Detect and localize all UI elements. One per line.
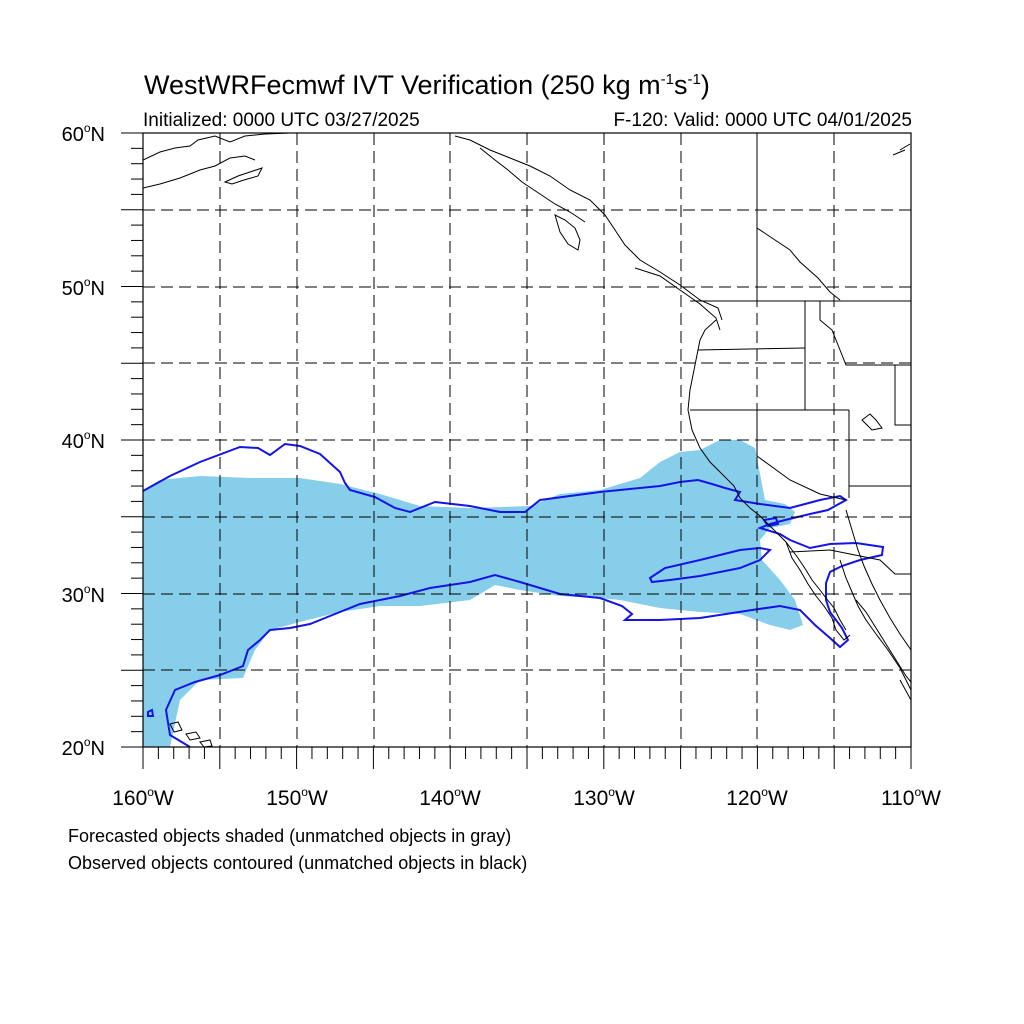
legend-observed: Observed objects contoured (unmatched ob… <box>68 853 528 873</box>
lon-label-160w: 160oW <box>112 785 174 810</box>
title-exp1: -1 <box>660 71 674 88</box>
chart-title: WestWRFecmwf IVT Verification (250 kg m-… <box>144 70 710 101</box>
lon-label-130w: 130oW <box>573 785 635 810</box>
lat-label-60: 60oN <box>61 121 105 146</box>
title-exp2: -1 <box>687 71 701 88</box>
lon-label-140w: 140oW <box>419 785 481 810</box>
observed-contour <box>143 442 885 747</box>
observed-contour-small <box>762 516 780 528</box>
valid-time: F-120: Valid: 0000 UTC 04/01/2025 <box>613 110 912 131</box>
title-main: WestWRFecmwf IVT Verification (250 kg m <box>144 70 661 100</box>
lon-label-110w: 110oW <box>881 785 941 810</box>
lat-label-40: 40oN <box>61 428 105 453</box>
legend-forecast: Forecasted objects shaded (unmatched obj… <box>68 826 512 846</box>
title-end: ) <box>700 70 710 100</box>
title-mid: s <box>673 70 688 100</box>
lat-label-50: 50oN <box>61 275 105 300</box>
lat-label-30: 30oN <box>61 582 105 607</box>
axis-ticks <box>121 132 912 769</box>
observed-contour-inner <box>648 546 773 584</box>
initialized-time: Initialized: 0000 UTC 03/27/2025 <box>143 110 420 131</box>
coastlines <box>143 133 911 747</box>
lon-label-120w: 120oW <box>726 785 788 810</box>
graticule <box>143 133 911 747</box>
observed-contour-dot <box>147 708 155 717</box>
lon-label-150w: 150oW <box>266 785 328 810</box>
lat-label-20: 20oN <box>61 735 105 760</box>
